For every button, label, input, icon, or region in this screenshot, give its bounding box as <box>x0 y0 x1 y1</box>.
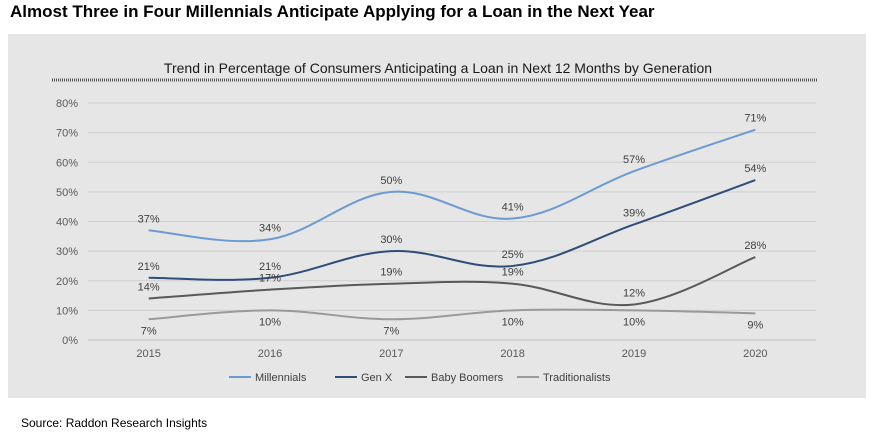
data-label-gen-x: 39% <box>623 207 645 219</box>
chart-panel <box>8 34 866 398</box>
data-label-traditionalists: 7% <box>141 325 157 337</box>
y-tick-label: 40% <box>56 217 78 229</box>
legend-label-gen-x: Gen X <box>361 372 393 384</box>
series-line-traditionalists <box>148 308 756 321</box>
data-label-millennials: 50% <box>380 175 402 187</box>
data-label-baby-boomers: 19% <box>380 267 402 279</box>
series-lines <box>148 128 756 321</box>
x-tick-label: 2017 <box>379 348 403 360</box>
y-tick-label: 70% <box>56 128 78 140</box>
legend: Millennials Gen X Baby Boomers Traditionali… <box>229 372 611 384</box>
data-label-baby-boomers: 12% <box>623 287 645 299</box>
series-line-baby-boomers <box>148 256 756 307</box>
legend-label-millennials: Millennials <box>255 372 307 384</box>
data-label-baby-boomers: 19% <box>502 267 524 279</box>
y-tick-label: 0% <box>62 335 78 347</box>
data-label-baby-boomers: 17% <box>259 273 281 285</box>
data-label-traditionalists: 10% <box>259 316 281 328</box>
series-line-gen-x <box>148 179 756 281</box>
y-tick-label: 20% <box>56 276 78 288</box>
y-tick-label: 10% <box>56 305 78 317</box>
data-label-traditionalists: 10% <box>623 316 645 328</box>
chart-title: Trend in Percentage of Consumers Anticip… <box>164 60 712 76</box>
data-label-baby-boomers: 14% <box>138 282 160 294</box>
y-axis: 0% 10% 20% 30% 40% 50% 60% 70% 80% <box>56 98 78 347</box>
x-tick-label: 2020 <box>743 348 767 360</box>
data-label-traditionalists: 10% <box>502 316 524 328</box>
data-labels: 37% 34% 50% 41% 57% 71% 21% 21% 30% 25% 39% 54% 14% 1… <box>138 113 767 338</box>
y-tick-label: 60% <box>56 157 78 169</box>
data-label-gen-x: 25% <box>502 249 524 261</box>
data-label-gen-x: 21% <box>259 261 281 273</box>
data-label-gen-x: 54% <box>744 163 766 175</box>
data-label-millennials: 37% <box>138 213 160 225</box>
data-label-gen-x: 30% <box>380 234 402 246</box>
data-label-baby-boomers: 28% <box>744 240 766 252</box>
legend-label-baby-boomers: Baby Boomers <box>431 372 504 384</box>
source-note: Source: Raddon Research Insights <box>21 416 208 430</box>
x-axis: 2015 2016 2017 2018 2019 2020 <box>136 348 767 360</box>
legend-label-traditionalists: Traditionalists <box>543 372 611 384</box>
data-label-millennials: 34% <box>259 222 281 234</box>
x-tick-label: 2018 <box>500 348 524 360</box>
data-label-millennials: 57% <box>623 154 645 166</box>
data-label-gen-x: 21% <box>138 261 160 273</box>
page-headline: Almost Three in Four Millennials Anticip… <box>10 2 655 21</box>
x-tick-label: 2019 <box>622 348 646 360</box>
data-label-millennials: 71% <box>744 113 766 125</box>
y-tick-label: 80% <box>56 98 78 110</box>
y-tick-label: 30% <box>56 246 78 258</box>
data-label-traditionalists: 7% <box>383 325 399 337</box>
x-tick-label: 2015 <box>136 348 160 360</box>
data-label-millennials: 41% <box>502 202 524 214</box>
y-tick-label: 50% <box>56 187 78 199</box>
gridlines <box>88 102 816 341</box>
data-label-traditionalists: 9% <box>747 319 763 331</box>
series-line-millennials <box>148 128 756 243</box>
x-tick-label: 2016 <box>258 348 282 360</box>
